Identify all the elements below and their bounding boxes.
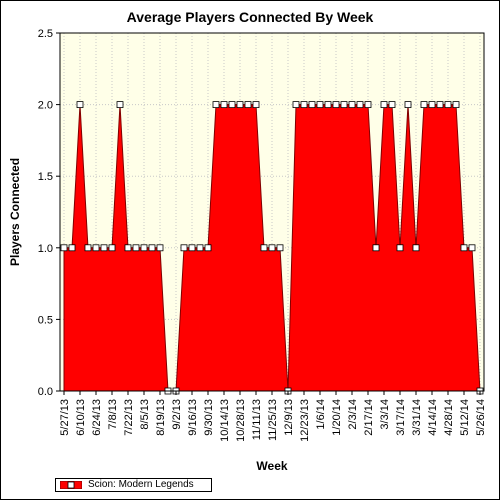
data-point-marker [204,244,212,252]
data-point-marker [428,101,436,108]
data-point-marker [188,244,196,252]
x-axis: 5/27/13 6/10/13 6/24/13 7/8/13 7/22/13 8/5/13… [59,391,487,442]
x-tick-label: 2/3/14 [347,399,359,430]
data-point-marker [108,244,116,252]
data-point-marker [116,101,124,108]
y-axis-title: Players Connected [8,158,22,266]
x-tick-label: 10/14/13 [219,399,231,442]
data-point-marker [60,244,68,252]
x-tick-label: 4/28/14 [443,399,455,436]
y-tick-label: 2.5 [38,28,53,40]
x-tick-label: 11/25/13 [267,399,279,441]
data-point-marker [252,101,260,108]
data-point-marker [300,101,308,108]
x-tick-label: 10/28/13 [235,399,247,442]
legend-label: Scion: Modern Legends [88,479,194,490]
data-point-marker [340,101,348,108]
data-point-marker [324,101,332,108]
data-point-marker [268,244,276,252]
x-tick-label: 9/30/13 [203,399,215,436]
x-tick-label: 5/27/13 [59,399,71,436]
x-tick-label: 3/31/14 [411,399,423,436]
data-point-marker [84,244,92,252]
chart-title: Average Players Connected By Week [126,9,374,25]
data-point-marker [276,244,284,252]
y-tick-label: 1.5 [38,171,53,183]
x-tick-label: 6/24/13 [91,399,103,436]
data-point-marker [364,101,372,108]
data-point-marker [292,101,300,108]
data-point-marker [372,244,380,252]
data-point-marker [212,101,220,108]
x-axis-title: Week [256,459,287,473]
x-tick-label: 8/5/13 [139,399,151,430]
data-point-marker [156,244,164,252]
data-point-marker [412,244,420,252]
data-point-marker [356,101,364,108]
x-tick-label: 4/14/14 [427,399,439,436]
data-point-marker [420,101,428,108]
data-point-marker [444,101,452,108]
x-tick-label: 9/2/13 [171,399,183,430]
data-point-marker [228,101,236,108]
data-point-marker [316,101,324,108]
data-point-marker [388,101,396,108]
data-point-marker [396,244,404,252]
y-tick-label: 2.0 [38,100,53,112]
x-tick-label: 5/26/14 [475,399,487,436]
x-tick-label: 1/6/14 [315,399,327,430]
data-point-marker [76,101,84,108]
data-point-marker [124,244,132,252]
y-tick-label: 0.5 [38,314,53,326]
data-point-marker [140,244,148,252]
y-tick-label: 0.0 [38,386,53,398]
x-tick-label: 1/20/14 [331,399,343,436]
data-point-marker [452,101,460,108]
data-point-marker [220,101,228,108]
data-point-marker [436,101,444,108]
x-tick-label: 6/10/13 [75,399,87,436]
data-point-marker [236,101,244,108]
data-point-marker [260,244,268,252]
data-point-marker [348,101,356,108]
data-point-marker [180,244,188,252]
legend-swatch [60,481,82,489]
data-point-marker [380,101,388,108]
data-point-marker [68,244,76,252]
legend: Scion: Modern Legends [55,478,212,492]
y-tick-label: 1.0 [38,243,53,255]
x-tick-label: 7/22/13 [123,399,135,436]
data-point-marker [196,244,204,252]
x-tick-label: 5/12/14 [459,399,471,436]
data-point-marker [308,101,316,108]
data-point-marker [332,101,340,108]
x-tick-label: 7/8/13 [107,399,119,430]
data-point-marker [132,244,140,252]
x-tick-label: 3/17/14 [395,399,407,436]
data-point-marker [148,244,156,252]
x-tick-label: 2/17/14 [363,399,375,436]
data-point-marker [92,244,100,252]
data-point-marker [460,244,468,252]
series-markers [60,101,484,395]
x-tick-label: 9/16/13 [187,399,199,436]
data-point-marker [244,101,252,108]
data-point-marker [100,244,108,252]
x-tick-label: 8/19/13 [155,399,167,436]
x-tick-label: 11/11/13 [251,399,263,440]
data-point-marker [468,244,476,252]
data-point-marker [404,101,412,108]
y-axis: 0.0 0.5 1.0 1.5 2.0 2.5 [38,28,60,398]
x-tick-label: 12/9/13 [283,399,295,436]
x-tick-label: 12/23/13 [299,399,311,442]
x-tick-label: 3/3/14 [379,399,391,430]
